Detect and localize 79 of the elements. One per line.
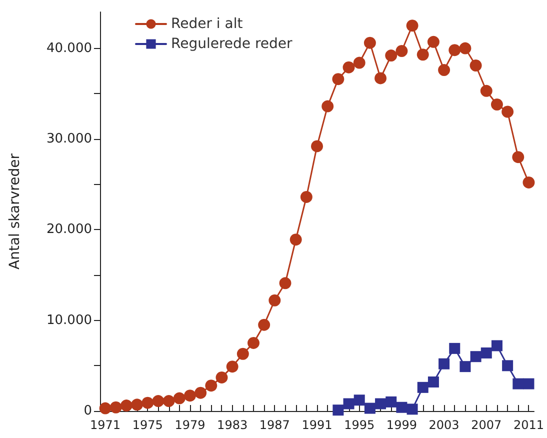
point (364, 402, 376, 414)
y-tick-label: 0 (84, 404, 92, 418)
y-tick-label: 40.000 (46, 40, 92, 56)
x-tick-label: 1995 (344, 418, 375, 432)
point (152, 395, 164, 408)
point (354, 394, 365, 406)
point (173, 392, 186, 404)
point (131, 398, 144, 411)
point (396, 402, 408, 413)
legend-label: Regulerede reder (171, 36, 293, 52)
point (385, 50, 398, 62)
point (342, 61, 355, 74)
point (142, 396, 154, 409)
point (258, 318, 270, 331)
point (438, 64, 450, 76)
point (110, 401, 122, 414)
point (343, 398, 354, 410)
point (396, 44, 408, 57)
x-tick-label: 1975 (132, 418, 163, 432)
point (438, 358, 450, 370)
point (427, 36, 440, 48)
point (120, 400, 132, 412)
y-tick-label: 30.000 (46, 131, 92, 146)
point (448, 44, 461, 56)
point (449, 342, 460, 354)
point (470, 351, 482, 362)
point (205, 380, 218, 392)
x-tick-label: 1999 (386, 418, 417, 432)
point (428, 376, 439, 388)
point (491, 340, 502, 352)
point (268, 294, 281, 306)
point (311, 140, 324, 152)
y-tick-label: 20.000 (46, 222, 92, 238)
point (279, 277, 292, 290)
point (99, 402, 112, 414)
point (300, 190, 312, 203)
x-tick-label: 2011 (513, 418, 544, 432)
x-tick-label: 1971 (90, 418, 121, 432)
point (184, 390, 196, 402)
x-tick-label: 1987 (259, 418, 290, 432)
point (406, 20, 418, 32)
point (470, 60, 482, 72)
point (416, 48, 429, 61)
point (480, 347, 492, 358)
x-tick-label: 1979 (174, 418, 206, 432)
point (226, 360, 238, 373)
point (236, 348, 249, 360)
point (248, 336, 260, 349)
x-tick-label: 1991 (302, 418, 332, 432)
point (480, 84, 492, 97)
point (332, 404, 344, 416)
x-tick-label: 2003 (428, 418, 460, 432)
point (374, 72, 387, 84)
point (459, 42, 472, 54)
point (364, 36, 376, 49)
point (490, 98, 503, 110)
point (512, 378, 524, 390)
x-tick-label: 2007 (471, 418, 502, 432)
point (322, 100, 334, 112)
point (502, 106, 514, 118)
point (502, 360, 514, 372)
point (417, 382, 428, 393)
point (332, 73, 344, 86)
y-tick-label: 10.000 (46, 312, 92, 328)
x-tick-label: 1983 (217, 418, 248, 432)
point (406, 404, 418, 415)
point (512, 151, 524, 164)
legend-label: Reder i alt (171, 16, 244, 32)
point (522, 176, 535, 188)
point (375, 398, 386, 410)
point (386, 396, 397, 408)
point (162, 395, 175, 408)
point (460, 361, 471, 372)
point (353, 56, 366, 69)
y-axis-title: Antal skarvreder (7, 153, 23, 270)
point (216, 371, 228, 384)
point (290, 234, 302, 246)
point (523, 378, 534, 390)
point (194, 386, 207, 399)
